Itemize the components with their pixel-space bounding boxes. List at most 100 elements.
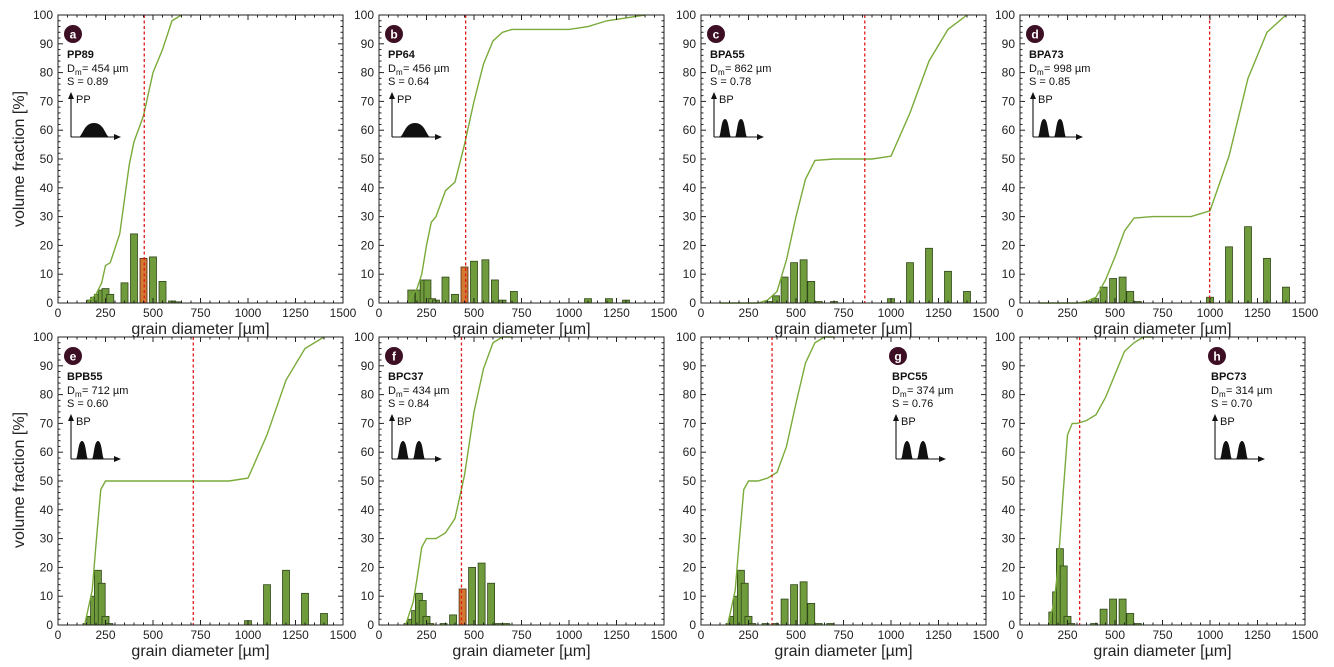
y-tick-label: 50 <box>1002 474 1016 488</box>
panel-letter: h <box>1213 350 1220 364</box>
y-tick-label: 100 <box>33 8 53 22</box>
dm-symbol: D <box>388 63 396 75</box>
y-tick-label: 10 <box>40 589 54 603</box>
distribution-type-label: BP <box>1038 94 1053 106</box>
y-tick-label: 40 <box>40 181 54 195</box>
panel-letter: f <box>392 350 397 364</box>
y-tick-label: 30 <box>361 210 375 224</box>
panel-letter-badge <box>385 347 403 365</box>
dm-value: = 374 µm <box>907 385 953 397</box>
x-tick-label: 1500 <box>330 628 357 642</box>
y-tick-label: 0 <box>46 618 53 632</box>
x-tick-label: 1250 <box>1244 306 1271 320</box>
x-tick-label: 1500 <box>330 306 357 320</box>
x-tick-label: 1500 <box>973 306 1000 320</box>
sample-name: BPC37 <box>388 371 423 383</box>
histogram-bar <box>944 270 952 304</box>
y-tick-label: 20 <box>40 560 54 574</box>
histogram-bar <box>441 276 450 304</box>
x-tick-label: 500 <box>464 306 484 320</box>
distribution-icon: BP <box>68 414 121 462</box>
y-tick-label: 70 <box>40 94 54 108</box>
histogram-bar <box>149 256 157 304</box>
sorting-value: S = 0.85 <box>1029 76 1070 88</box>
x-tick-label: 1250 <box>282 306 309 320</box>
histogram-bar <box>1118 598 1127 626</box>
histogram-bar <box>1109 598 1117 626</box>
histogram-bar <box>158 280 167 304</box>
y-tick-label: 50 <box>40 474 54 488</box>
x-tick-label: 1500 <box>651 306 678 320</box>
y-tick-label: 60 <box>40 123 54 137</box>
distribution-icon: BP <box>1212 414 1265 462</box>
dm-value: = 862 µm <box>725 63 771 75</box>
panel-letter-badge <box>1026 25 1044 43</box>
y-tick-label: 40 <box>683 181 697 195</box>
y-tick-label: 0 <box>367 618 374 632</box>
x-axis-label: grain diameter [µm] <box>452 321 590 338</box>
y-tick-label: 90 <box>1002 37 1016 51</box>
x-tick-label: 1000 <box>235 628 262 642</box>
histogram-bar <box>490 279 499 304</box>
y-tick-label: 70 <box>1002 416 1016 430</box>
distribution-icon: PP <box>68 92 121 140</box>
y-tick-label: 30 <box>683 532 697 546</box>
x-tick-label: 0 <box>1017 628 1024 642</box>
dm-subscript: m <box>75 390 82 399</box>
dm-value: = 712 µm <box>82 385 128 397</box>
histogram-bar <box>263 584 271 626</box>
y-tick-label: 0 <box>367 296 374 310</box>
dm-value: = 314 µm <box>1226 385 1272 397</box>
sorting-value: S = 0.84 <box>388 398 429 410</box>
histogram-bar <box>449 614 458 626</box>
y-tick-label: 40 <box>361 181 375 195</box>
distribution-icon: BP <box>1030 92 1083 140</box>
x-tick-label: 0 <box>376 306 383 320</box>
y-tick-label: 30 <box>40 210 54 224</box>
histogram-bar <box>458 588 467 626</box>
histogram-bar <box>1126 291 1135 304</box>
y-tick-label: 90 <box>361 37 375 51</box>
x-tick-label: 750 <box>511 306 531 320</box>
x-tick-label: 1250 <box>603 628 630 642</box>
x-tick-label: 750 <box>511 628 531 642</box>
histogram-bar <box>487 582 496 626</box>
distribution-type-label: BP <box>76 416 91 428</box>
histogram-bar <box>1263 257 1271 304</box>
y-tick-label: 20 <box>361 238 375 252</box>
x-tick-label: 250 <box>416 306 436 320</box>
y-tick-label: 60 <box>683 445 697 459</box>
cumulative-curve <box>406 14 646 304</box>
x-tick-label: 1000 <box>556 306 583 320</box>
x-axis-label: grain diameter [µm] <box>1093 321 1231 338</box>
x-axis-label: grain diameter [µm] <box>131 321 269 338</box>
panel-letter: d <box>1031 28 1038 42</box>
histogram-bar <box>120 282 129 304</box>
x-axis-label: grain diameter [µm] <box>452 643 590 660</box>
y-tick-label: 70 <box>361 94 375 108</box>
histogram-bar <box>477 562 486 626</box>
x-tick-label: 0 <box>698 628 705 642</box>
dm-subscript: m <box>900 390 907 399</box>
distribution-type-label: BP <box>1220 416 1235 428</box>
x-tick-label: 1500 <box>651 628 678 642</box>
y-tick-label: 90 <box>40 37 54 51</box>
y-tick-label: 50 <box>683 474 697 488</box>
x-axis-label: grain diameter [µm] <box>774 321 912 338</box>
histogram-bar <box>780 276 789 304</box>
y-tick-label: 60 <box>361 445 375 459</box>
x-tick-label: 1250 <box>282 628 309 642</box>
x-tick-label: 0 <box>55 628 62 642</box>
x-tick-label: 750 <box>833 306 853 320</box>
x-tick-label: 0 <box>698 306 705 320</box>
distribution-type-label: BP <box>397 416 412 428</box>
x-tick-label: 250 <box>95 306 115 320</box>
y-tick-label: 80 <box>361 388 375 402</box>
y-tick-label: 80 <box>1002 388 1016 402</box>
distribution-icon: BP <box>711 92 764 140</box>
y-tick-label: 90 <box>40 359 54 373</box>
